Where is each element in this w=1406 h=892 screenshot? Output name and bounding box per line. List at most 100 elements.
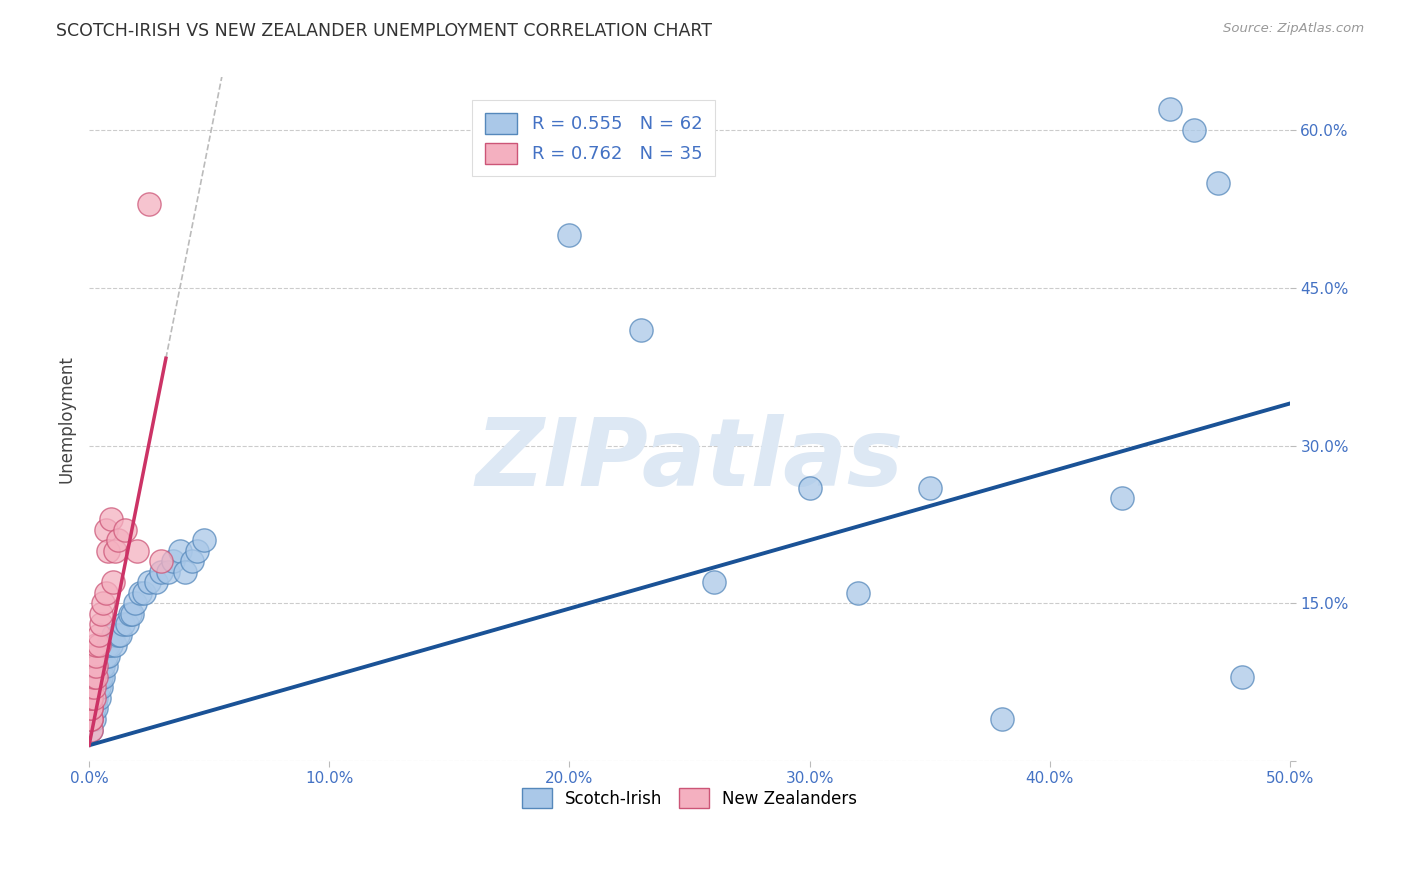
Point (1230, 670, 1253, 684)
Point (84, 701, 107, 715)
Point (1182, 123, 1205, 137)
Point (80, 723, 103, 737)
Point (558, 228, 581, 243)
Point (630, 323, 652, 337)
Point (117, 617, 139, 632)
Point (93, 596, 115, 610)
Point (83, 701, 105, 715)
Point (87, 628, 110, 642)
Point (104, 639, 127, 653)
Point (138, 575, 160, 590)
Point (84, 670, 107, 684)
Point (97, 639, 120, 653)
Point (110, 628, 132, 642)
Point (83, 690, 105, 705)
Point (94, 659, 117, 673)
Point (169, 543, 191, 558)
Point (145, 575, 167, 590)
Point (121, 607, 143, 621)
Point (83, 712, 105, 726)
Point (162, 554, 184, 568)
Point (94, 523, 117, 537)
Point (80, 701, 103, 715)
Point (90, 681, 112, 695)
Point (80, 701, 103, 715)
Point (100, 639, 122, 653)
Point (90, 670, 112, 684)
Point (118, 607, 141, 621)
Point (107, 533, 129, 548)
Point (94, 648, 117, 663)
Point (90, 617, 112, 632)
Point (124, 596, 146, 610)
Point (83, 690, 105, 705)
Point (84, 670, 107, 684)
Text: SCOTCH-IRISH VS NEW ZEALANDER UNEMPLOYMENT CORRELATION CHART: SCOTCH-IRISH VS NEW ZEALANDER UNEMPLOYME… (56, 22, 713, 40)
Point (134, 586, 156, 600)
Point (84, 648, 107, 663)
Point (127, 543, 149, 558)
Point (101, 628, 124, 642)
Point (1111, 491, 1133, 505)
Point (1159, 102, 1181, 116)
Point (181, 554, 204, 568)
Point (87, 670, 110, 684)
Point (94, 586, 117, 600)
Point (80, 681, 103, 695)
Point (193, 533, 215, 548)
Point (80, 690, 103, 705)
Legend: Scotch-Irish, New Zealanders: Scotch-Irish, New Zealanders (515, 781, 865, 814)
Point (97, 648, 120, 663)
Point (83, 648, 105, 663)
Point (138, 196, 160, 211)
Point (93, 670, 115, 684)
Point (80, 690, 103, 705)
Point (157, 565, 180, 579)
Point (80, 712, 103, 726)
Point (80, 701, 103, 715)
Point (80, 681, 103, 695)
Point (702, 575, 724, 590)
Point (990, 712, 1012, 726)
Point (83, 681, 105, 695)
Point (90, 607, 112, 621)
Point (150, 565, 173, 579)
Point (87, 681, 110, 695)
Y-axis label: Unemployment: Unemployment (58, 355, 75, 483)
Point (1206, 176, 1229, 190)
Point (918, 481, 941, 495)
Point (90, 659, 112, 673)
Point (87, 690, 110, 705)
Point (80, 670, 103, 684)
Point (101, 575, 124, 590)
Point (93, 659, 115, 673)
Point (128, 586, 150, 600)
Point (80, 681, 103, 695)
Point (100, 512, 122, 526)
Point (84, 639, 107, 653)
Point (84, 690, 107, 705)
Point (80, 701, 103, 715)
Point (150, 554, 173, 568)
Point (80, 712, 103, 726)
Point (84, 659, 107, 673)
Point (87, 639, 110, 653)
Point (114, 523, 136, 537)
Point (83, 690, 105, 705)
Text: Source: ZipAtlas.com: Source: ZipAtlas.com (1223, 22, 1364, 36)
Point (83, 659, 105, 673)
Point (80, 712, 103, 726)
Point (80, 690, 103, 705)
Point (80, 712, 103, 726)
Point (104, 543, 127, 558)
Point (107, 628, 129, 642)
Point (846, 586, 869, 600)
Point (97, 543, 120, 558)
Point (83, 670, 105, 684)
Point (111, 617, 134, 632)
Point (799, 481, 821, 495)
Point (186, 543, 208, 558)
Point (83, 681, 105, 695)
Point (174, 565, 197, 579)
Text: ZIPatlas: ZIPatlas (475, 414, 904, 507)
